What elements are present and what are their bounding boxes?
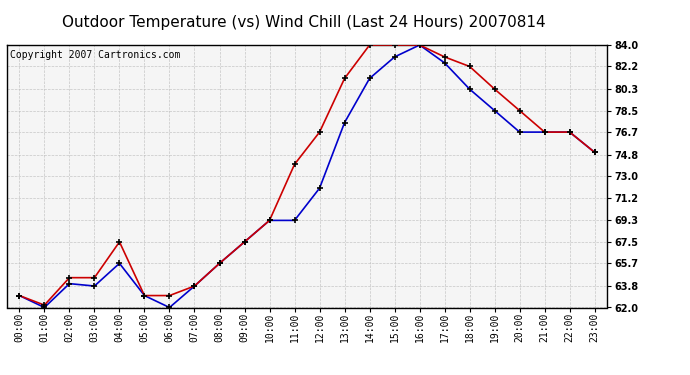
Text: Outdoor Temperature (vs) Wind Chill (Last 24 Hours) 20070814: Outdoor Temperature (vs) Wind Chill (Las… — [62, 15, 545, 30]
Text: Copyright 2007 Cartronics.com: Copyright 2007 Cartronics.com — [10, 50, 180, 60]
